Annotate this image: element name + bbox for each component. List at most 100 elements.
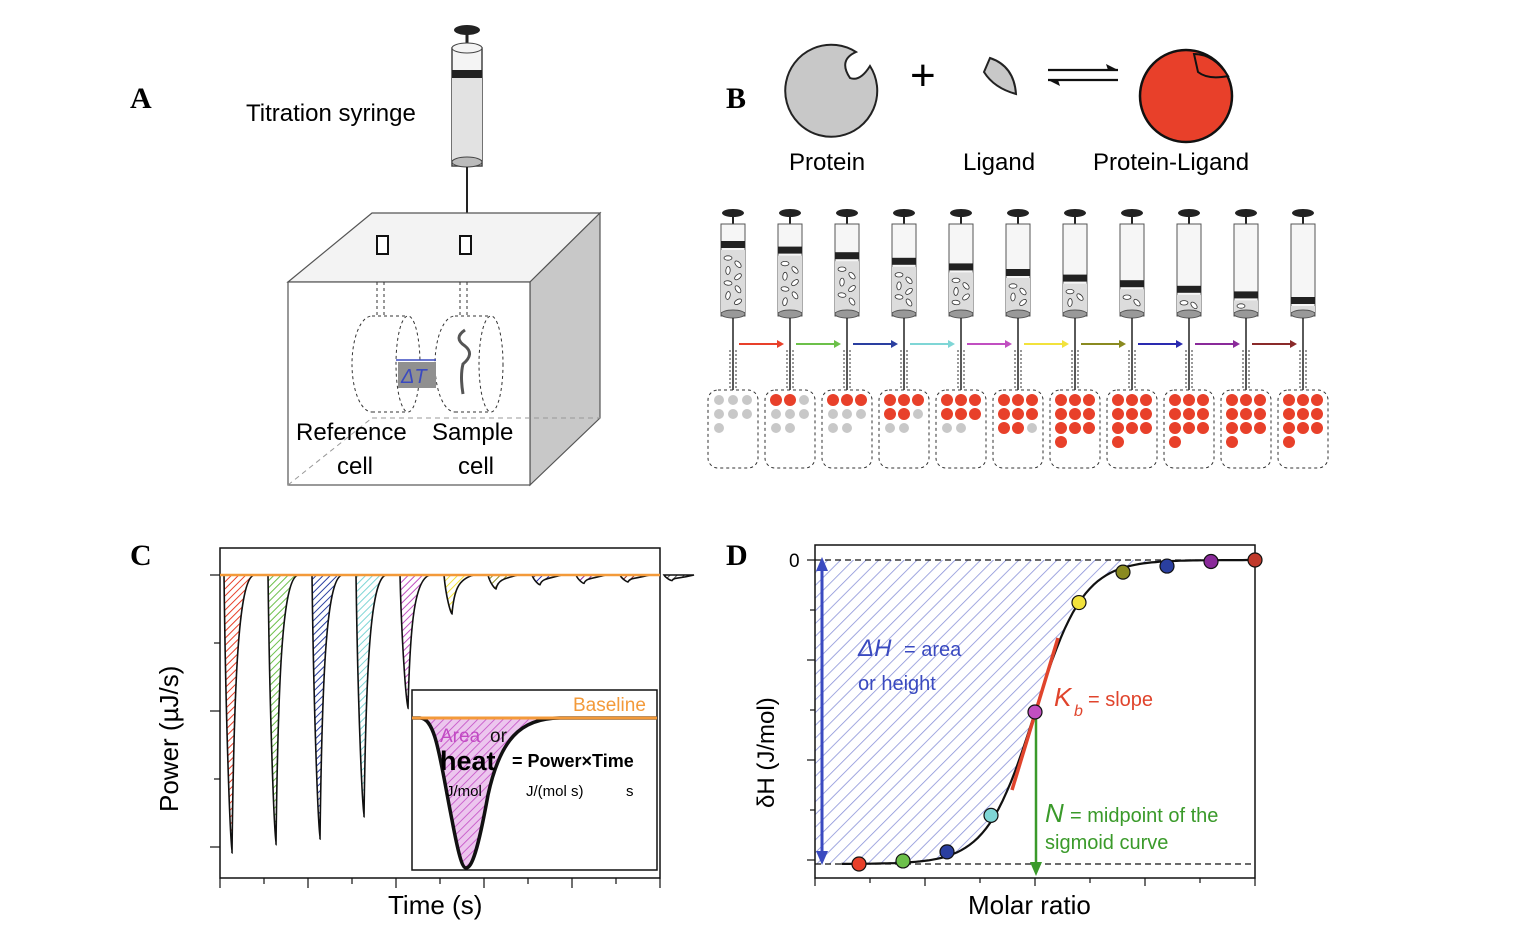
equilibrium-arrows-icon xyxy=(1048,64,1118,86)
syringe-ligand xyxy=(734,285,742,294)
syringe-ligand xyxy=(723,255,733,261)
syringe-ligand xyxy=(725,266,731,275)
inset-unit-heat: J/mol xyxy=(446,783,482,800)
syringe-ligand xyxy=(1019,299,1027,306)
reference-cell-label-1: Reference xyxy=(296,419,407,446)
protein-dot xyxy=(899,423,909,433)
protein-dot xyxy=(771,423,781,433)
thermogram-peak xyxy=(486,574,519,590)
thermogram-peak xyxy=(355,574,387,818)
isotherm-points xyxy=(851,552,1263,872)
syringe-ligand xyxy=(725,291,731,300)
delta-t-label: ΔT xyxy=(400,366,428,388)
thermogram-peak xyxy=(530,574,563,586)
complex-dot xyxy=(1055,394,1067,406)
complex-dot xyxy=(884,394,896,406)
isotherm-point xyxy=(983,807,999,823)
complex-dot xyxy=(1240,408,1252,420)
syringe-ligand xyxy=(780,260,790,267)
inset-area-label: Area xyxy=(440,726,481,747)
complex-dot xyxy=(1240,422,1252,434)
complex-dot xyxy=(1112,408,1124,420)
syringe-ligand xyxy=(951,299,961,306)
complex-dot xyxy=(1012,394,1024,406)
titration-step xyxy=(1163,209,1240,469)
ligand-icon xyxy=(982,56,1018,96)
delta-h-text-1: = area xyxy=(904,639,962,661)
complex-dot xyxy=(1055,436,1067,448)
protein-label: Protein xyxy=(789,149,865,176)
protein-dot xyxy=(828,423,838,433)
complex-dot xyxy=(1140,422,1152,434)
isotherm-ticks xyxy=(807,559,1256,886)
complex-dot xyxy=(1311,408,1323,420)
thermogram-peak xyxy=(662,574,695,582)
syringe-ligand xyxy=(782,271,788,281)
complex-dot xyxy=(1297,394,1309,406)
isotherm-point xyxy=(1247,552,1263,568)
protein-dot xyxy=(885,423,895,433)
complex-dot xyxy=(898,408,910,420)
inset-heat-label: heat xyxy=(440,746,496,776)
protein-ligand-icon xyxy=(1138,48,1234,144)
protein-dot xyxy=(714,423,724,433)
complex-dot xyxy=(784,394,796,406)
complex-dot xyxy=(1012,408,1024,420)
complex-dot xyxy=(1183,408,1195,420)
protein-ligand-label: Protein-Ligand xyxy=(1093,149,1249,176)
protein-dot xyxy=(856,409,866,419)
complex-dot xyxy=(841,394,853,406)
complex-dot xyxy=(1069,394,1081,406)
titration-step xyxy=(878,209,955,469)
titration-step xyxy=(1277,209,1329,469)
complex-dot xyxy=(1283,394,1295,406)
complex-dot xyxy=(969,394,981,406)
protein-icon xyxy=(784,43,879,138)
panel-b: B + Protein Ligand Protein-Ligand xyxy=(707,43,1329,469)
complex-dot xyxy=(998,394,1010,406)
thermogram-peak xyxy=(618,574,651,583)
complex-dot xyxy=(1112,394,1124,406)
complex-dot xyxy=(1055,422,1067,434)
step-arrowhead xyxy=(1233,340,1240,348)
complex-dot xyxy=(941,394,953,406)
isotherm-point xyxy=(939,844,955,860)
protein-dot xyxy=(742,395,752,405)
complex-dot xyxy=(1226,436,1238,448)
syringe-ligand xyxy=(1122,294,1132,300)
complex-dot xyxy=(1254,394,1266,406)
thermogram-x-label: Time (s) xyxy=(388,890,482,920)
inset-or-label: or xyxy=(490,726,508,747)
complex-dot xyxy=(1069,408,1081,420)
syringe-ligand xyxy=(780,286,790,292)
delta-h-arrow xyxy=(816,557,828,865)
thermogram-ticks xyxy=(210,574,661,888)
syringe-ligand xyxy=(1179,300,1189,306)
syringe-ligand xyxy=(894,272,904,278)
protein-dot xyxy=(714,395,724,405)
titration-step xyxy=(821,209,898,469)
protein-dot xyxy=(785,423,795,433)
syringe-ligand xyxy=(905,298,913,307)
panel-d-letter: D xyxy=(726,539,748,572)
titration-syringe xyxy=(451,25,483,240)
complex-dot xyxy=(1254,408,1266,420)
complex-dot xyxy=(1197,408,1209,420)
step-arrowhead xyxy=(1176,340,1183,348)
complex-dot xyxy=(1169,408,1181,420)
thermogram-y-label: Power (µJ/s) xyxy=(154,666,184,812)
complex-dot xyxy=(1169,422,1181,434)
syringe-ligand xyxy=(1067,298,1073,307)
complex-dot xyxy=(955,394,967,406)
isotherm-point xyxy=(1027,704,1043,720)
complex-dot xyxy=(1083,394,1095,406)
step-arrowhead xyxy=(777,340,784,348)
complex-dot xyxy=(1055,408,1067,420)
n-text-2: sigmoid curve xyxy=(1045,832,1168,854)
syringe-ligand xyxy=(723,280,733,286)
isotherm-point xyxy=(895,853,911,869)
kb-text: = slope xyxy=(1088,689,1153,711)
step-arrowhead xyxy=(1005,340,1012,348)
syringe-ligand xyxy=(1236,303,1246,309)
